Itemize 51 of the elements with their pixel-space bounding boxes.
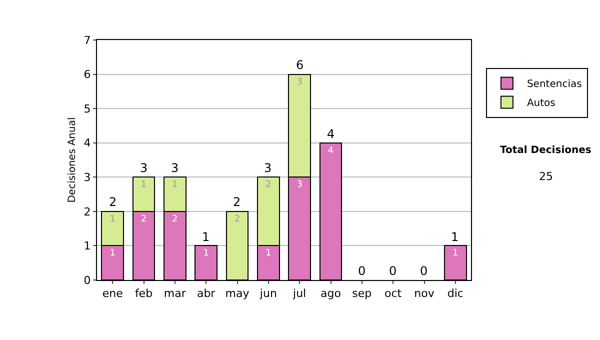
total-label: 2	[233, 195, 241, 209]
x-tick-label: abr	[196, 287, 216, 300]
total-label: 3	[171, 161, 179, 175]
x-tick-label: ene	[102, 287, 124, 300]
y-tick-label: 5	[84, 102, 91, 116]
data-label: 3	[296, 77, 302, 88]
total-label: 3	[264, 161, 272, 175]
y-tick-label: 0	[84, 274, 91, 287]
x-tick-label: feb	[134, 287, 153, 300]
data-label: 1	[266, 248, 272, 259]
data-label: 3	[296, 180, 302, 190]
x-tick-label: may	[225, 287, 250, 300]
data-label: 1	[110, 214, 116, 224]
legend-label: Autos	[526, 98, 556, 110]
total-label: 1	[451, 230, 459, 244]
y-tick-label: 2	[84, 205, 91, 218]
text: 25	[539, 170, 553, 183]
data-label: 4	[328, 146, 334, 156]
x-tick-label: nov	[414, 287, 435, 300]
data-label: 1	[203, 248, 209, 259]
y-tick-label: 4	[84, 136, 91, 150]
data-label: 2	[140, 214, 147, 224]
x-tick-label: jul	[292, 287, 306, 300]
legend-label: Sentencias	[526, 79, 582, 90]
data-label: 1	[452, 248, 458, 259]
data-label: 2	[266, 180, 272, 190]
data-label: 2	[172, 214, 178, 224]
x-tick-label: dic	[447, 287, 464, 300]
data-label: 2	[234, 214, 240, 224]
total-label: 6	[296, 58, 304, 72]
total-label: 0	[358, 264, 366, 278]
x-tick-label: oct	[384, 287, 402, 300]
y-axis-title: Decisiones Anual	[66, 117, 78, 203]
x-tick-label: jun	[258, 287, 277, 300]
total-label: 3	[140, 161, 148, 175]
text: Total Decisiones	[500, 145, 592, 156]
y-tick-label: 6	[84, 68, 91, 82]
x-tick-label: ago	[320, 287, 342, 300]
x-tick-label: sep	[352, 287, 372, 300]
data-label: 1	[110, 248, 116, 259]
total-label: 2	[109, 195, 117, 209]
total-label: 0	[389, 264, 397, 278]
data-label: 1	[172, 180, 178, 190]
data-label: 1	[140, 180, 147, 190]
y-tick-label: 1	[84, 240, 91, 253]
total-label: 0	[420, 264, 428, 278]
x-tick-label: mar	[164, 287, 186, 300]
y-tick-label: 7	[84, 34, 91, 47]
total-label: 4	[327, 127, 335, 141]
total-label: 1	[202, 230, 210, 244]
y-tick-label: 3	[84, 170, 91, 184]
